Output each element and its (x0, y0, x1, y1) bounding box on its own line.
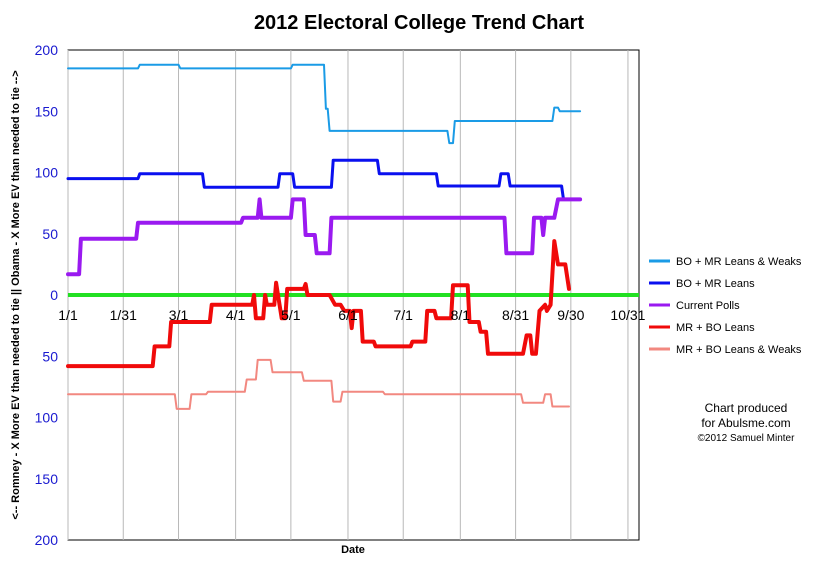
y-tick-label: 100 (35, 165, 59, 181)
x-axis-title: Date (341, 544, 365, 556)
x-tick-labels: 1/1 1/31 3/1 4/1 5/1 6/1 7/1 8/1 8/31 9/30 10/31 (58, 307, 645, 323)
series-line-2 (66, 158, 582, 201)
credit-line: Chart produced (705, 401, 788, 415)
y-axis-title: <-- Romney - X More EV than needed to ti… (10, 70, 22, 519)
series-lines (66, 63, 639, 410)
y-tick-label: 50 (42, 348, 58, 364)
x-tick-label: 5/1 (281, 307, 301, 323)
x-tick-label: 8/31 (502, 307, 529, 323)
credit-line: for Abulsme.com (701, 416, 790, 430)
legend-label: MR + BO Leans & Weaks (676, 344, 802, 356)
series-line-3 (66, 197, 583, 277)
y-tick-label: 150 (35, 471, 59, 487)
x-tick-label: 9/30 (557, 307, 584, 323)
x-tick-label: 7/1 (393, 307, 413, 323)
y-tick-label: 0 (50, 287, 58, 303)
x-tick-label: 1/1 (58, 307, 78, 323)
series-line-1 (67, 63, 582, 145)
x-tick-label: 6/1 (338, 307, 358, 323)
legend-label: Current Polls (676, 300, 740, 312)
y-tick-label: 150 (35, 103, 59, 119)
legend-label: BO + MR Leans (676, 278, 755, 290)
y-tick-labels: 200 150 100 50 0 50 100 150 200 (35, 42, 59, 548)
legend-label: BO + MR Leans & Weaks (676, 256, 802, 268)
x-tick-label: 3/1 (169, 307, 189, 323)
x-tick-label: 10/31 (610, 307, 645, 323)
y-tick-label: 100 (35, 410, 59, 426)
y-tick-label: 200 (35, 42, 59, 58)
series-line-4 (66, 239, 571, 369)
legend: BO + MR Leans & Weaks BO + MR Leans Curren… (649, 256, 802, 356)
credit-line: ©2012 Samuel Minter (698, 433, 796, 444)
chart-title: 2012 Electoral College Trend Chart (254, 12, 584, 34)
x-tick-label: 8/1 (451, 307, 471, 323)
y-tick-label: 200 (35, 532, 59, 548)
x-tick-label: 4/1 (226, 307, 246, 323)
y-tick-label: 50 (42, 226, 58, 242)
x-tick-label: 1/31 (110, 307, 137, 323)
legend-label: MR + BO Leans (676, 322, 755, 334)
series-line-5 (67, 358, 570, 410)
